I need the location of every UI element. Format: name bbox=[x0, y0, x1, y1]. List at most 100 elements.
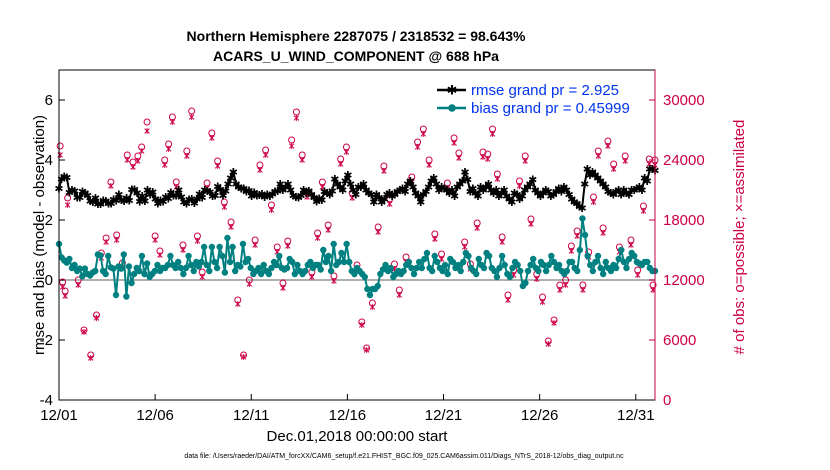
rmse-point: ✱ bbox=[593, 172, 602, 185]
obs-assimilated-point bbox=[252, 242, 258, 248]
obs-assimilated-point bbox=[325, 227, 331, 233]
data-file-footnote: data file: /Users/raeder/DAI/ATM_forcXX/… bbox=[184, 453, 624, 460]
rmse-point: ✱ bbox=[588, 166, 597, 179]
rmse-point: ✱ bbox=[132, 187, 141, 200]
rmse-point: ✱ bbox=[473, 190, 482, 203]
bias-point bbox=[581, 231, 589, 239]
obs-assimilated-point bbox=[228, 224, 234, 230]
rmse-point: ✱ bbox=[450, 190, 459, 203]
bias-point bbox=[584, 252, 591, 260]
rmse-point: ✱ bbox=[75, 191, 84, 204]
rmse-point: ✱ bbox=[471, 187, 480, 200]
rmse-point: ✱ bbox=[598, 178, 607, 191]
bias-point bbox=[244, 255, 252, 263]
bias-point bbox=[330, 240, 337, 248]
rmse-point: ✱ bbox=[60, 171, 69, 184]
rmse-point: ✱ bbox=[510, 187, 519, 200]
rmse-point: ✱ bbox=[338, 184, 347, 197]
bias-point bbox=[325, 252, 332, 260]
x-tick-label: 12/01 bbox=[40, 407, 78, 424]
bias-point bbox=[410, 270, 418, 278]
bias-point bbox=[480, 264, 488, 272]
bias-point bbox=[522, 279, 529, 287]
bias-point bbox=[550, 258, 558, 266]
obs-assimilated-point bbox=[628, 242, 634, 248]
obs-assimilated-point bbox=[81, 329, 87, 335]
rmse-point: ✱ bbox=[299, 184, 308, 197]
rmse-point: ✱ bbox=[164, 192, 173, 205]
bias-point bbox=[81, 265, 89, 272]
rmse-point: ✱ bbox=[466, 186, 475, 199]
obs-assimilated-point bbox=[75, 282, 81, 288]
rmse-point: ✱ bbox=[512, 189, 521, 202]
rmse-point: ✱ bbox=[289, 190, 298, 203]
rmse-point: ✱ bbox=[546, 190, 555, 203]
bias-point bbox=[625, 255, 633, 263]
rmse-point: ✱ bbox=[99, 194, 108, 207]
bias-point bbox=[224, 234, 231, 242]
bias-point bbox=[620, 258, 628, 266]
bias-point bbox=[219, 252, 226, 260]
bias-point bbox=[97, 252, 104, 259]
rmse-point: ✱ bbox=[528, 174, 537, 187]
legend-bias-marker bbox=[448, 104, 456, 112]
bias-point bbox=[203, 261, 210, 269]
rmse-point: ✱ bbox=[380, 193, 389, 206]
rmse-point: ✱ bbox=[554, 183, 563, 196]
bias-point bbox=[112, 291, 120, 299]
rmse-point: ✱ bbox=[96, 198, 105, 211]
bias-point bbox=[289, 258, 296, 266]
x-tick-label: 12/11 bbox=[233, 407, 269, 424]
rmse-point: ✱ bbox=[234, 181, 243, 194]
rmse-point: ✱ bbox=[309, 191, 318, 204]
rmse-point: ✱ bbox=[187, 193, 196, 206]
rmse-point: ✱ bbox=[406, 175, 415, 188]
rmse-point: ✱ bbox=[442, 184, 451, 197]
rmse-point: ✱ bbox=[557, 186, 566, 199]
rmse-point: ✱ bbox=[497, 187, 506, 200]
obs-assimilated-point bbox=[304, 194, 310, 200]
rmse-point: ✱ bbox=[489, 187, 498, 200]
rmse-point: ✱ bbox=[182, 198, 191, 211]
obs-assimilated-point bbox=[169, 119, 176, 125]
obs-assimilated-point bbox=[562, 282, 569, 288]
bias-point bbox=[327, 267, 335, 275]
bias-point bbox=[457, 267, 464, 275]
rmse-point: ✱ bbox=[494, 190, 503, 203]
bias-point bbox=[454, 261, 462, 269]
rmse-point: ✱ bbox=[263, 188, 272, 201]
rmse-point: ✱ bbox=[276, 178, 285, 191]
obs-assimilated-point bbox=[426, 162, 432, 168]
rmse-point: ✱ bbox=[479, 184, 488, 197]
rmse-point: ✱ bbox=[544, 186, 553, 199]
y-left-tick-label: 2 bbox=[45, 212, 53, 229]
obs-assimilated-point bbox=[309, 274, 315, 280]
bias-point bbox=[237, 263, 244, 270]
bias-point bbox=[491, 267, 498, 275]
chart-title-line1: Northern Hemisphere 2287075 / 2318532 = … bbox=[187, 28, 526, 44]
rmse-point: ✱ bbox=[229, 166, 238, 179]
rmse-point: ✱ bbox=[109, 194, 118, 207]
bias-point bbox=[239, 240, 247, 248]
rmse-point: ✱ bbox=[161, 191, 170, 204]
legend: ✱ rmse grand pr = 2.925 bias grand pr = … bbox=[437, 82, 630, 117]
obs-assimilated-point bbox=[103, 239, 109, 245]
obs-assimilated-point bbox=[363, 347, 370, 353]
obs-assimilated-point bbox=[600, 230, 606, 236]
rmse-point: ✱ bbox=[401, 186, 410, 199]
bias-point bbox=[213, 264, 221, 272]
rmse-point: ✱ bbox=[153, 198, 162, 211]
obs-possible-point bbox=[188, 107, 196, 115]
bias-point bbox=[66, 255, 73, 263]
bias-point bbox=[338, 249, 345, 257]
bias-point bbox=[208, 243, 216, 251]
rmse-point: ✱ bbox=[304, 185, 313, 198]
obs-assimilated-point bbox=[184, 153, 190, 159]
rmse-point: ✱ bbox=[567, 193, 576, 206]
obs-assimilated-point bbox=[194, 238, 201, 244]
rmse-point: ✱ bbox=[492, 184, 501, 197]
x-tick-label: 12/26 bbox=[521, 407, 559, 424]
bias-point bbox=[618, 246, 625, 254]
rmse-point: ✱ bbox=[505, 193, 514, 206]
rmse-point: ✱ bbox=[208, 190, 217, 203]
